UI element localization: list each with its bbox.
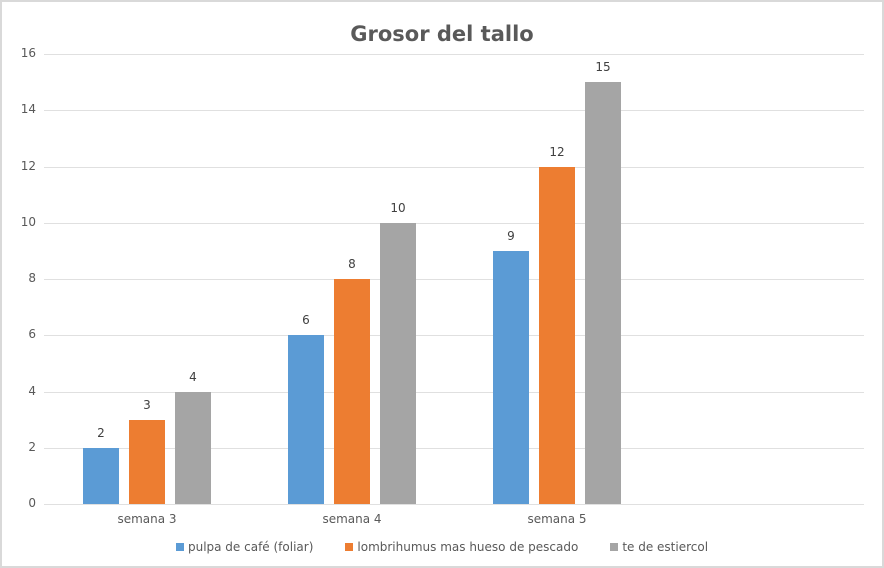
- data-label: 3: [143, 397, 151, 412]
- bar: [493, 250, 529, 504]
- chart-title: Grosor del tallo: [350, 22, 534, 46]
- gridline: [44, 335, 864, 337]
- gridline: [44, 447, 864, 449]
- data-label: 12: [549, 144, 565, 159]
- bar: [380, 222, 416, 504]
- gridline: [44, 391, 864, 393]
- legend-swatch-icon: [345, 543, 354, 551]
- gridline: [44, 279, 864, 280]
- bar: [175, 391, 211, 504]
- y-tick-label: 4: [28, 383, 36, 398]
- x-category-label: semana 3: [117, 512, 177, 526]
- bar: [539, 166, 575, 504]
- data-label: 15: [595, 60, 611, 75]
- gridline: [44, 504, 864, 505]
- y-tick-label: 12: [20, 158, 36, 173]
- legend-item: pulpa de café (foliar): [175, 540, 314, 554]
- legend-swatch-icon: [175, 543, 184, 551]
- legend-label: te de estiercol: [622, 540, 709, 554]
- legend-item: lombrihumus mas hueso de pescado: [345, 540, 578, 554]
- legend-label: pulpa de café (foliar): [187, 540, 314, 554]
- bar: [83, 447, 119, 504]
- x-category-label: semana 5: [527, 512, 587, 526]
- legend-label: lombrihumus mas hueso de pescado: [357, 540, 579, 554]
- gridline: [44, 222, 864, 224]
- data-label: 2: [97, 425, 105, 440]
- bar: [585, 82, 621, 504]
- gridline: [44, 166, 864, 168]
- gridline: [44, 54, 864, 55]
- x-category-label: semana 4: [322, 512, 382, 526]
- y-tick-label: 8: [28, 271, 36, 285]
- y-tick-label: 16: [20, 46, 36, 60]
- bar: [129, 419, 165, 504]
- data-label: 9: [507, 228, 515, 243]
- y-tick-label: 6: [28, 327, 36, 342]
- legend-item: te de estiercol: [610, 540, 708, 554]
- data-label: 6: [302, 313, 310, 328]
- data-label: 10: [390, 200, 406, 215]
- y-tick-label: 10: [20, 214, 36, 229]
- plot-area: 0 2 4 6 8 10 12 14 16 2 3 4 semana 3 6 8 10 semana 4 9 12 1…: [21, 46, 864, 526]
- data-label: 4: [189, 369, 197, 384]
- bar: [334, 279, 370, 504]
- data-label: 8: [348, 257, 356, 271]
- gridline: [44, 110, 864, 112]
- legend-swatch-icon: [610, 543, 619, 551]
- y-tick-label: 14: [20, 102, 36, 117]
- bar: [288, 335, 324, 504]
- y-tick-label: 0: [28, 496, 36, 510]
- legend: pulpa de café (foliar) lombrihumus mas hu…: [0, 540, 884, 554]
- y-tick-label: 2: [28, 439, 36, 454]
